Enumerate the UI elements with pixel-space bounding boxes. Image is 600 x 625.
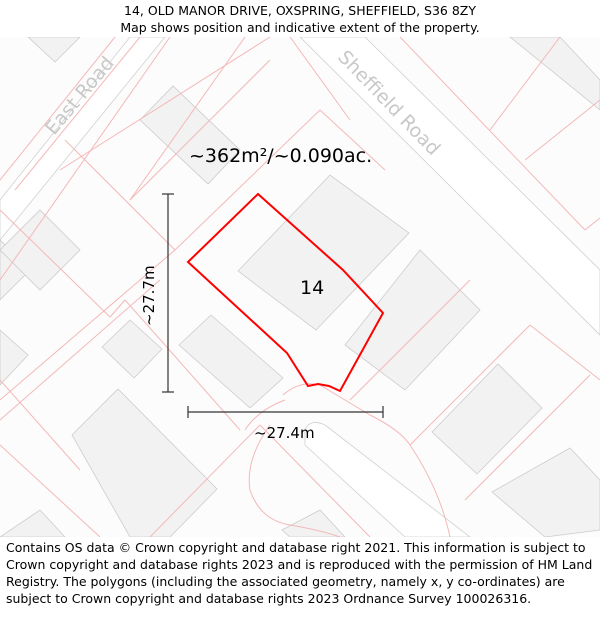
height-dimension-label: ~27.7m xyxy=(140,265,158,326)
height-dimension xyxy=(162,193,174,393)
east-road xyxy=(0,37,166,241)
copyright-footer: Contains OS data © Crown copyright and d… xyxy=(6,539,596,607)
property-boundary[interactable] xyxy=(186,192,385,393)
width-dimension xyxy=(187,406,384,418)
property-map[interactable]: East Road Sheffield Road ~362m²/~0.090ac… xyxy=(0,37,600,537)
map-header: 14, OLD MANOR DRIVE, OXSPRING, SHEFFIELD… xyxy=(0,0,600,39)
property-address: 14, OLD MANOR DRIVE, OXSPRING, SHEFFIELD… xyxy=(124,3,476,18)
area-label: ~362m²/~0.090ac. xyxy=(189,145,372,167)
old-manor-drive-road xyxy=(304,422,471,537)
sheffield-road xyxy=(299,37,600,336)
parcel-lines xyxy=(0,37,600,537)
width-dimension-label: ~27.4m xyxy=(254,424,315,442)
plot-number-label: 14 xyxy=(300,277,324,299)
attribution-text: Contains OS data © Crown copyright and d… xyxy=(6,540,593,606)
roads xyxy=(0,37,600,537)
map-subtitle: Map shows position and indicative extent… xyxy=(120,20,480,35)
